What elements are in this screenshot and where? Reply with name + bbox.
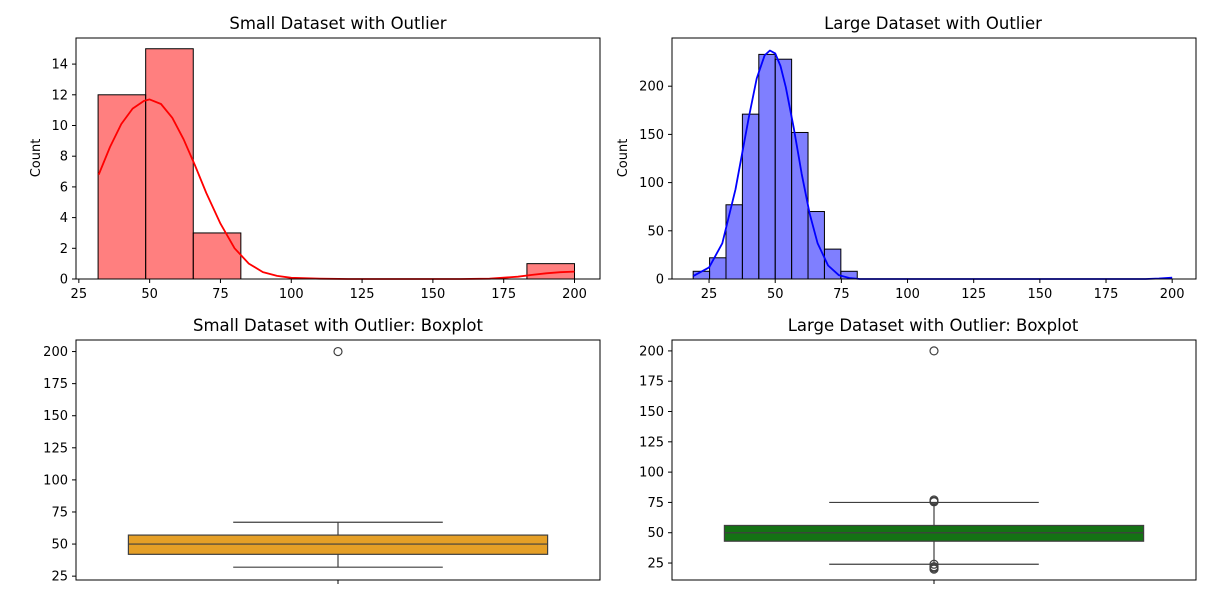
small-dataset-boxplot-panel: Small Dataset with Outlier: Boxplot 25 50… [43, 316, 601, 585]
histogram-bar [791, 131, 809, 280]
x-tick-label: 125 [350, 287, 375, 302]
y-tick-label: 50 [647, 526, 664, 541]
x-tick-label: 150 [1027, 287, 1052, 302]
x-tick-label: 175 [491, 287, 516, 302]
large-dataset-boxplot-panel: Large Dataset with Outlier: Boxplot 25 50… [639, 316, 1197, 584]
histogram-bar [758, 53, 776, 280]
y-tick-label: 10 [51, 119, 68, 134]
x-tick-label: 50 [141, 287, 158, 302]
histogram-bar [774, 58, 793, 280]
y-tick-label: 6 [60, 180, 68, 195]
y-tick-label: 14 [51, 58, 68, 73]
y-tick-label: 150 [639, 405, 664, 420]
x-tick-label: 25 [71, 287, 88, 302]
y-tick-label: 2 [60, 242, 68, 257]
x-tick-label: 125 [961, 287, 986, 302]
outlier-point [929, 559, 939, 569]
x-tick-label: 75 [833, 287, 850, 302]
y-tick-label: 25 [51, 570, 68, 585]
x-tick-label: 100 [279, 287, 304, 302]
y-tick-label: 100 [639, 466, 664, 481]
y-tick-label: 50 [51, 538, 68, 553]
histogram-bar [807, 211, 825, 280]
plot-frame [75, 339, 601, 581]
y-tick-label: 100 [639, 176, 664, 191]
y-axis-label: Count [616, 139, 631, 178]
outlier-point [929, 497, 939, 507]
outlier-point [929, 346, 939, 356]
y-tick-label: 100 [43, 473, 68, 488]
plot-frame [671, 37, 1197, 280]
y-axis-label: Count [29, 139, 44, 178]
y-tick-label: 175 [639, 375, 664, 390]
y-tick-label: 175 [43, 377, 68, 392]
large-dataset-histogram-panel: Large Dataset with Outlier Count 25 50 75 1… [616, 14, 1197, 302]
x-tick-label: 50 [767, 287, 784, 302]
x-tick-label: 150 [420, 287, 445, 302]
chart-title: Large Dataset with Outlier: Boxplot [788, 316, 1079, 335]
y-tick-label: 125 [639, 435, 664, 450]
y-tick-label: 50 [647, 224, 664, 239]
histogram-bar [192, 232, 242, 280]
x-tick-label: 175 [1094, 287, 1119, 302]
kde-curve [97, 98, 575, 280]
y-tick-label: 8 [60, 150, 68, 165]
outlier-point [929, 564, 939, 574]
y-tick-label: 125 [43, 441, 68, 456]
x-tick-label: 75 [212, 287, 229, 302]
y-tick-label: 25 [647, 557, 664, 572]
y-tick-label: 75 [647, 496, 664, 511]
y-tick-label: 0 [60, 273, 68, 288]
chart-title: Small Dataset with Outlier [229, 14, 446, 33]
chart-title: Large Dataset with Outlier [824, 14, 1042, 33]
y-tick-label: 0 [656, 273, 664, 288]
chart-title: Small Dataset with Outlier: Boxplot [193, 316, 484, 335]
x-tick-label: 100 [895, 287, 920, 302]
small-dataset-histogram-panel: Small Dataset with Outlier Count 25 50 75 1… [29, 14, 601, 302]
histogram-bar [97, 94, 147, 280]
y-tick-label: 200 [43, 345, 68, 360]
y-tick-label: 12 [51, 88, 68, 103]
plot-frame [75, 37, 601, 280]
y-tick-label: 150 [43, 409, 68, 424]
y-tick-label: 4 [60, 211, 68, 226]
y-tick-label: 150 [639, 128, 664, 143]
x-tick-label: 200 [562, 287, 587, 302]
histogram-bar [145, 48, 194, 280]
y-tick-label: 75 [51, 505, 68, 520]
iqr-box [127, 534, 549, 555]
outlier-point [333, 346, 343, 357]
x-tick-label: 25 [701, 287, 718, 302]
x-tick-label: 200 [1160, 287, 1185, 302]
plot-frame [671, 339, 1197, 581]
y-tick-label: 200 [639, 344, 664, 359]
y-tick-label: 200 [639, 80, 664, 95]
iqr-box [723, 524, 1145, 542]
